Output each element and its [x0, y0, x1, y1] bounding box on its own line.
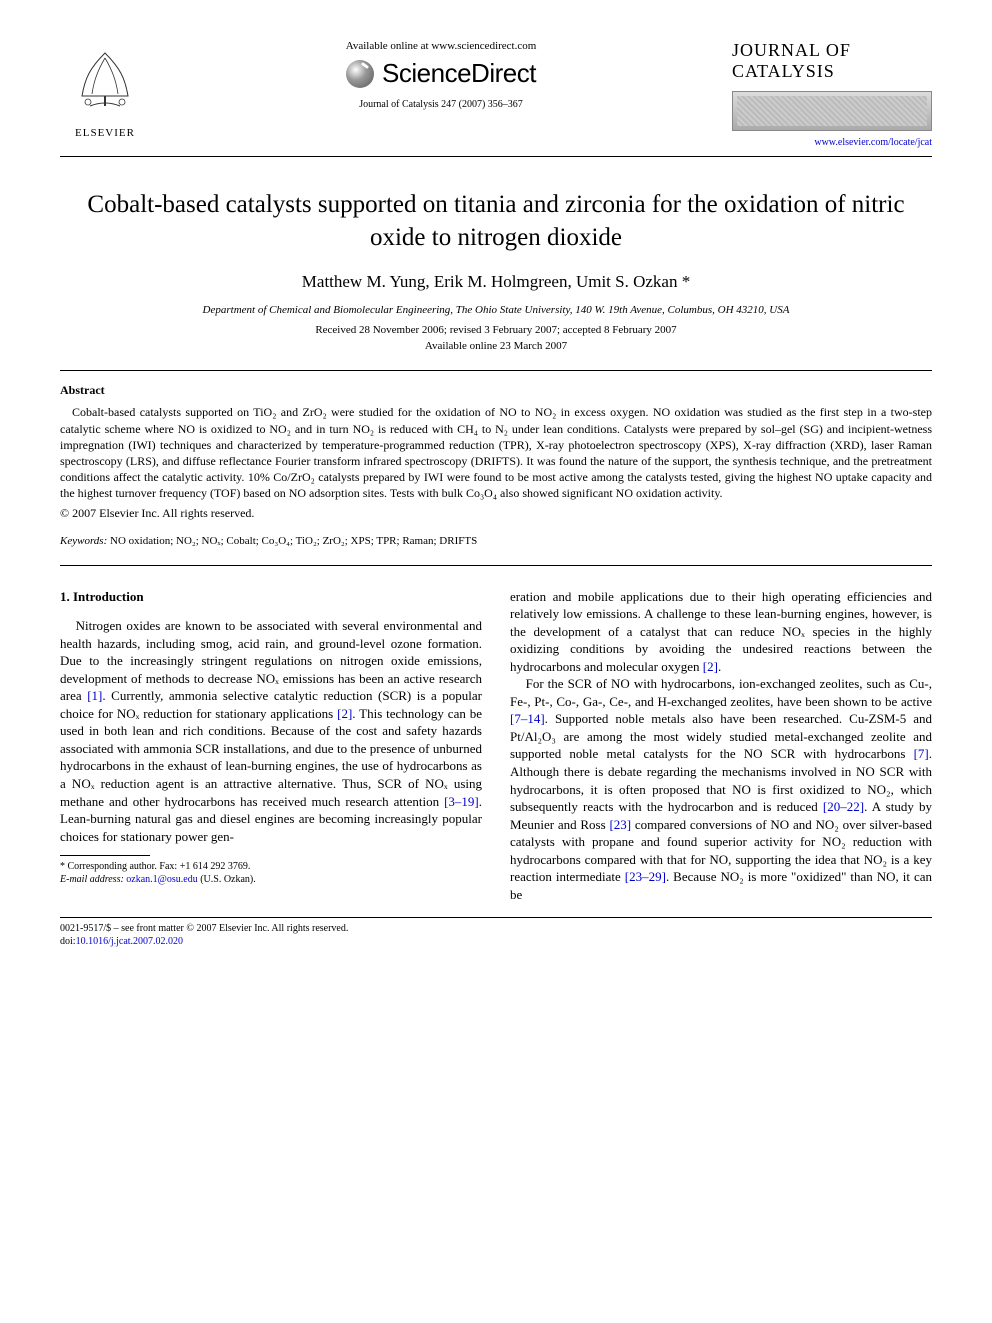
sciencedirect-wordmark: ScienceDirect: [382, 58, 536, 89]
column-left: 1. Introduction Nitrogen oxides are know…: [60, 588, 482, 904]
citation-link[interactable]: [7–14]: [510, 711, 545, 726]
keywords-list: NO oxidation; NO₂; NOₓ; Cobalt; Co₃O₄; T…: [110, 535, 477, 547]
body-columns: 1. Introduction Nitrogen oxides are know…: [60, 588, 932, 904]
citation-link[interactable]: [23–29]: [625, 869, 666, 884]
keywords-line: Keywords: NO oxidation; NO₂; NOₓ; Cobalt…: [60, 535, 932, 547]
article-title: Cobalt-based catalysts supported on tita…: [60, 189, 932, 254]
journal-url-link[interactable]: www.elsevier.com/locate/jcat: [732, 137, 932, 148]
doi-link[interactable]: 10.1016/j.jcat.2007.02.020: [76, 936, 184, 947]
journal-cover-thumbnail: [732, 91, 932, 131]
article-authors: Matthew M. Yung, Erik M. Holmgreen, Umit…: [60, 272, 932, 292]
citation-link[interactable]: [23]: [609, 817, 631, 832]
publisher-logo-block: ELSEVIER: [60, 40, 150, 139]
abstract-bottom-rule: [60, 565, 932, 566]
footnote-rule: [60, 855, 150, 856]
citation-link[interactable]: [7]: [914, 746, 929, 761]
citation-link[interactable]: [2]: [703, 659, 718, 674]
online-date: Available online 23 March 2007: [60, 340, 932, 352]
sciencedirect-sphere-icon: [346, 60, 374, 88]
author-email-link[interactable]: ozkan.1@osu.edu: [126, 874, 197, 885]
keywords-label: Keywords:: [60, 535, 107, 547]
abstract-text: Cobalt-based catalysts supported on TiO₂…: [60, 404, 932, 501]
journal-name: JOURNAL OF CATALYSIS: [732, 40, 932, 81]
abstract-heading: Abstract: [60, 383, 932, 398]
author-affiliation: Department of Chemical and Biomolecular …: [60, 304, 932, 316]
citation-link[interactable]: [2]: [337, 706, 352, 721]
received-dates: Received 28 November 2006; revised 3 Feb…: [60, 324, 932, 336]
publisher-name: ELSEVIER: [60, 127, 150, 139]
intro-para-1-cont: eration and mobile applications due to t…: [510, 588, 932, 676]
intro-para-2: For the SCR of NO with hydrocarbons, ion…: [510, 675, 932, 903]
footer-rule: [60, 917, 932, 918]
intro-heading: 1. Introduction: [60, 588, 482, 606]
corresponding-author-note: * Corresponding author. Fax: +1 614 292 …: [60, 860, 482, 873]
front-matter-line: 0021-9517/$ – see front matter © 2007 El…: [60, 922, 932, 935]
copyright-line: © 2007 Elsevier Inc. All rights reserved…: [60, 506, 932, 521]
intro-para-1: Nitrogen oxides are known to be associat…: [60, 617, 482, 845]
header-rule: [60, 156, 932, 157]
journal-citation: Journal of Catalysis 247 (2007) 356–367: [180, 99, 702, 110]
abstract-top-rule: [60, 370, 932, 371]
available-online-text: Available online at www.sciencedirect.co…: [180, 40, 702, 52]
header-center: Available online at www.sciencedirect.co…: [150, 40, 732, 110]
email-line: E-mail address: ozkan.1@osu.edu (U.S. Oz…: [60, 873, 482, 886]
elsevier-tree-icon: [70, 48, 140, 118]
citation-link[interactable]: [3–19]: [444, 794, 479, 809]
journal-header: ELSEVIER Available online at www.science…: [60, 40, 932, 148]
sciencedirect-logo: ScienceDirect: [180, 58, 702, 89]
citation-link[interactable]: [1]: [87, 688, 102, 703]
doi-line: doi:10.1016/j.jcat.2007.02.020: [60, 935, 932, 948]
email-label: E-mail address:: [60, 874, 124, 885]
journal-brand-block: JOURNAL OF CATALYSIS www.elsevier.com/lo…: [732, 40, 932, 148]
column-right: eration and mobile applications due to t…: [510, 588, 932, 904]
citation-link[interactable]: [20–22]: [823, 799, 864, 814]
